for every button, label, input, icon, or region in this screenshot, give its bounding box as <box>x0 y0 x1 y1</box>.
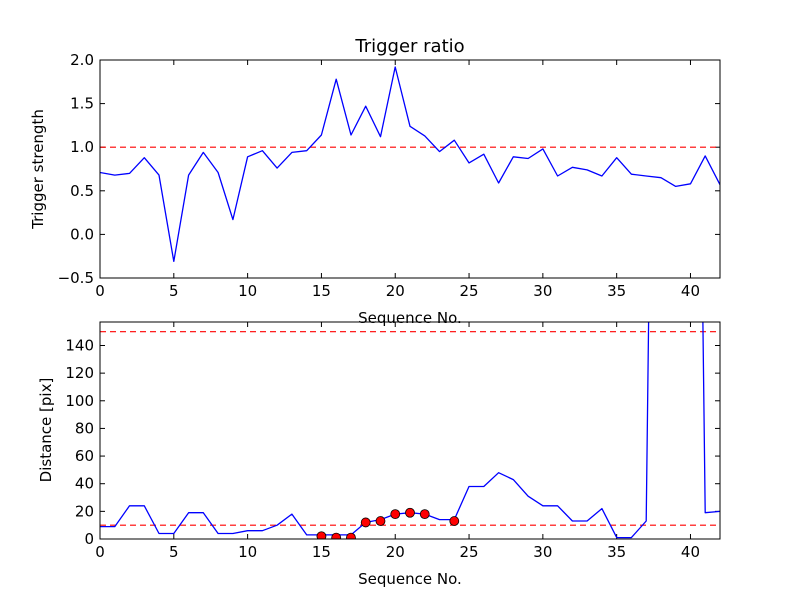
x-tick-label: 5 <box>169 282 179 300</box>
x-tick-label: 15 <box>312 543 331 561</box>
series-group <box>100 66 720 263</box>
x-tick-label: 20 <box>386 282 405 300</box>
series-line <box>100 66 720 263</box>
x-tick-label: 30 <box>533 543 552 561</box>
y-tick-label: 0.5 <box>70 182 94 200</box>
y-tick-label: 20 <box>75 502 94 520</box>
x-ticks: 0 5 10 15 20 25 30 35 40 <box>95 60 700 300</box>
x-tick-label: 35 <box>607 282 626 300</box>
y-ticks: −0.5 0.0 0.5 1.0 1.5 2.0 <box>58 51 720 287</box>
y-axis-label: Trigger strength <box>29 109 47 230</box>
x-tick-label: 35 <box>607 543 626 561</box>
x-tick-label: 5 <box>169 543 179 561</box>
x-axis-label: Sequence No. <box>358 309 462 327</box>
data-point <box>331 532 342 539</box>
y-tick-label: −0.5 <box>58 269 94 287</box>
series-group <box>100 322 720 539</box>
x-tick-label: 25 <box>460 543 479 561</box>
x-tick-label: 10 <box>238 282 257 300</box>
y-tick-label: 1.5 <box>70 95 94 113</box>
y-tick-label: 60 <box>75 447 94 465</box>
data-point <box>419 509 430 520</box>
y-tick-label: 40 <box>75 475 94 493</box>
x-axis-label: Sequence No. <box>358 570 462 588</box>
data-point <box>346 532 356 539</box>
y-tick-label: 100 <box>65 392 94 410</box>
data-point <box>316 531 327 539</box>
x-tick-label: 40 <box>681 543 700 561</box>
data-point <box>375 516 386 526</box>
y-axis-label: Distance [pix] <box>37 378 55 483</box>
x-ticks: 0 5 10 15 20 25 30 35 40 <box>95 322 700 561</box>
data-point <box>449 516 460 526</box>
y-tick-label: 2.0 <box>70 51 94 69</box>
reference-lines <box>100 331 720 526</box>
x-tick-label: 40 <box>681 282 700 300</box>
x-tick-label: 20 <box>386 543 405 561</box>
x-tick-label: 10 <box>238 543 257 561</box>
axes-frame <box>99 321 721 540</box>
chart-title: Trigger ratio <box>354 36 464 57</box>
y-tick-label: 120 <box>65 364 94 382</box>
data-point <box>405 507 415 518</box>
y-ticks: 0 20 40 60 80 100 120 140 <box>65 336 720 548</box>
y-tick-label: 1.0 <box>70 138 94 156</box>
x-tick-label: 25 <box>460 282 479 300</box>
data-point <box>390 509 401 520</box>
x-tick-label: 0 <box>95 282 105 300</box>
y-tick-label: 140 <box>65 336 94 354</box>
axes-frame <box>99 59 721 279</box>
y-tick-label: 0.0 <box>70 225 94 243</box>
x-tick-label: 15 <box>312 282 331 300</box>
data-point <box>360 517 371 528</box>
y-tick-label: 80 <box>75 419 94 437</box>
y-tick-label: 0 <box>84 530 94 548</box>
x-tick-label: 0 <box>95 543 105 561</box>
x-tick-label: 30 <box>533 282 552 300</box>
plot-area <box>100 322 720 539</box>
plot-area <box>100 66 720 263</box>
distance-panel: Distance [pix] Sequence No. 0 5 10 15 20 25 30… <box>37 321 721 588</box>
